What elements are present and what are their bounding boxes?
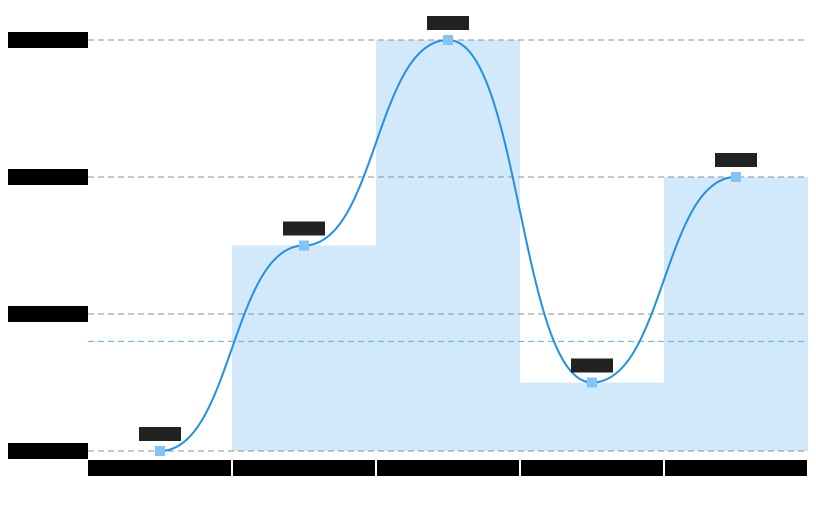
step-area-segment — [232, 245, 376, 451]
step-area-layer — [232, 40, 808, 451]
data-label-box — [715, 153, 757, 167]
data-label-box — [427, 16, 469, 30]
y-tick-label-box — [8, 306, 88, 322]
x-tick-label-box — [233, 460, 375, 476]
x-tick-label-box — [665, 460, 807, 476]
data-point — [587, 377, 597, 388]
data-point — [299, 240, 309, 251]
data-point — [155, 446, 165, 456]
data-label-box — [283, 221, 325, 236]
x-tick-label-box — [377, 460, 519, 476]
data-point — [731, 172, 741, 182]
y-tick-label-box — [8, 169, 88, 185]
data-labels-layer — [139, 16, 757, 441]
line-layer — [159, 38, 737, 452]
y-axis — [8, 32, 88, 459]
y-tick-label-box — [8, 443, 88, 459]
step-area-segment — [520, 382, 664, 451]
step-area-segment — [376, 40, 520, 451]
y-tick-label-box — [8, 32, 88, 48]
x-tick-label-box — [521, 460, 663, 476]
series-line — [159, 38, 737, 452]
data-label-box — [139, 427, 181, 441]
x-axis — [88, 460, 807, 476]
points-layer — [155, 35, 741, 456]
data-point — [443, 35, 453, 45]
x-tick-label-box — [88, 460, 231, 476]
data-label-box — [571, 358, 613, 373]
step-area-segment — [664, 177, 808, 451]
